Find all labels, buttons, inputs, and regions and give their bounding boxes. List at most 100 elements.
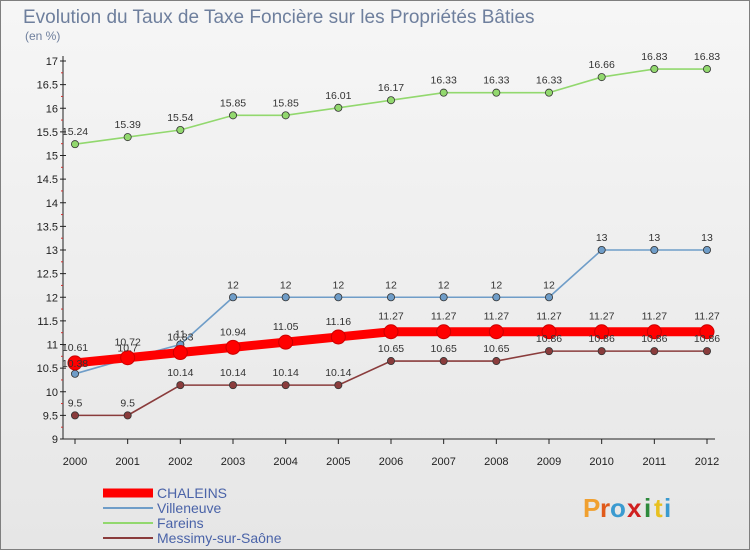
data-point xyxy=(71,411,80,420)
data-point xyxy=(439,357,448,366)
data-label: 10.65 xyxy=(483,343,509,355)
logo-letter: o xyxy=(610,493,626,523)
data-label: 15.39 xyxy=(115,119,141,131)
data-label: 13 xyxy=(701,232,713,244)
data-point xyxy=(67,355,83,371)
series-layer: 15.24 15.39 15.54 15.85 15.85 16.01 16.17 16.33… xyxy=(62,51,720,420)
x-tick-label: 2012 xyxy=(695,456,719,468)
x-tick-label: 2003 xyxy=(221,456,245,468)
data-label: 11.27 xyxy=(378,311,404,323)
data-point xyxy=(334,293,343,302)
data-label: 11.27 xyxy=(536,311,562,323)
data-label: 10.94 xyxy=(220,326,246,338)
data-label: 15.85 xyxy=(273,97,299,109)
y-tick-label: 10 xyxy=(46,387,58,399)
data-point xyxy=(281,111,290,120)
data-point xyxy=(597,73,606,82)
data-point xyxy=(120,350,136,366)
data-point xyxy=(123,411,132,420)
data-point xyxy=(650,65,659,74)
y-tick-label: 10.5 xyxy=(37,363,58,375)
data-point xyxy=(703,347,712,356)
legend-label: Messimy-sur-Saône xyxy=(157,530,282,546)
data-label: 16.33 xyxy=(536,75,562,87)
x-tick-label: 2000 xyxy=(63,456,87,468)
y-tick-label: 14 xyxy=(46,198,58,210)
y-tick-label: 12.5 xyxy=(37,269,58,281)
data-label: 12 xyxy=(280,279,292,291)
data-label: 10.86 xyxy=(641,333,667,345)
data-point xyxy=(646,324,662,340)
legend-label: Villeneuve xyxy=(157,500,222,516)
data-point xyxy=(123,133,132,142)
data-point xyxy=(71,369,80,378)
logo-letter: i xyxy=(644,493,651,523)
data-point xyxy=(225,339,241,355)
data-point xyxy=(650,245,659,254)
data-label: 11.27 xyxy=(484,311,510,323)
data-label: 16.33 xyxy=(431,75,457,87)
data-point xyxy=(281,381,290,390)
logo-letter: i xyxy=(664,493,671,523)
x-tick-label: 2011 xyxy=(643,456,667,468)
data-point xyxy=(176,125,185,134)
data-label: 10.14 xyxy=(273,367,299,379)
y-tick-label: 11 xyxy=(47,340,58,352)
logo-letter: P xyxy=(583,493,600,523)
logo-letter: t xyxy=(654,493,663,523)
data-label: 16.66 xyxy=(589,59,615,71)
data-point xyxy=(172,345,188,361)
data-point xyxy=(703,245,712,254)
data-label: 10.61 xyxy=(62,342,88,354)
data-label: 13 xyxy=(596,232,608,244)
data-point xyxy=(650,347,659,356)
data-point xyxy=(228,381,237,390)
y-tick-label: 17 xyxy=(46,56,58,68)
data-label: 16.33 xyxy=(483,75,509,87)
data-point xyxy=(541,324,557,340)
data-label: 13 xyxy=(648,232,660,244)
x-tick-label: 2007 xyxy=(431,456,455,468)
data-label: 10.65 xyxy=(431,343,457,355)
data-point xyxy=(278,334,294,350)
y-tick-label: 9 xyxy=(52,434,58,446)
data-label: 11.05 xyxy=(273,321,299,333)
data-label: 12 xyxy=(543,279,555,291)
data-label: 10.86 xyxy=(536,333,562,345)
data-label: 16.01 xyxy=(325,90,351,102)
data-label: 10.86 xyxy=(694,333,720,345)
data-point xyxy=(597,347,606,356)
data-point xyxy=(594,324,610,340)
data-label: 10.38 xyxy=(62,358,88,370)
x-tick-label: 2004 xyxy=(273,456,297,468)
y-tick-label: 11.5 xyxy=(37,316,58,328)
data-point xyxy=(176,381,185,390)
data-label: 10.86 xyxy=(589,333,615,345)
data-label: 10.14 xyxy=(167,367,193,379)
y-tick-label: 13.5 xyxy=(37,221,58,233)
logo-letter: r xyxy=(600,493,610,523)
y-tick-label: 14.5 xyxy=(37,174,58,186)
data-point xyxy=(281,293,290,302)
data-label: 10.65 xyxy=(378,343,404,355)
y-tick-label: 16.5 xyxy=(37,80,58,92)
x-tick-label: 2006 xyxy=(379,456,403,468)
data-point xyxy=(436,324,452,340)
y-tick-label: 15 xyxy=(46,151,58,163)
y-tick-label: 16 xyxy=(46,103,58,115)
data-label: 11.27 xyxy=(694,311,720,323)
data-label: 9.5 xyxy=(120,397,135,409)
data-point xyxy=(383,324,399,340)
x-tick-label: 2001 xyxy=(115,456,139,468)
data-label: 15.85 xyxy=(220,97,246,109)
data-point xyxy=(334,381,343,390)
data-label: 11.27 xyxy=(642,311,668,323)
data-point xyxy=(492,357,501,366)
data-point xyxy=(334,103,343,112)
data-point xyxy=(439,88,448,97)
data-label: 12 xyxy=(332,279,344,291)
data-label: 10.7 xyxy=(117,343,138,355)
axes: 9 9.5 10 10.5 11 11.5 12 12.5 13 13.5 14 14.5 15 15.5… xyxy=(37,56,719,468)
